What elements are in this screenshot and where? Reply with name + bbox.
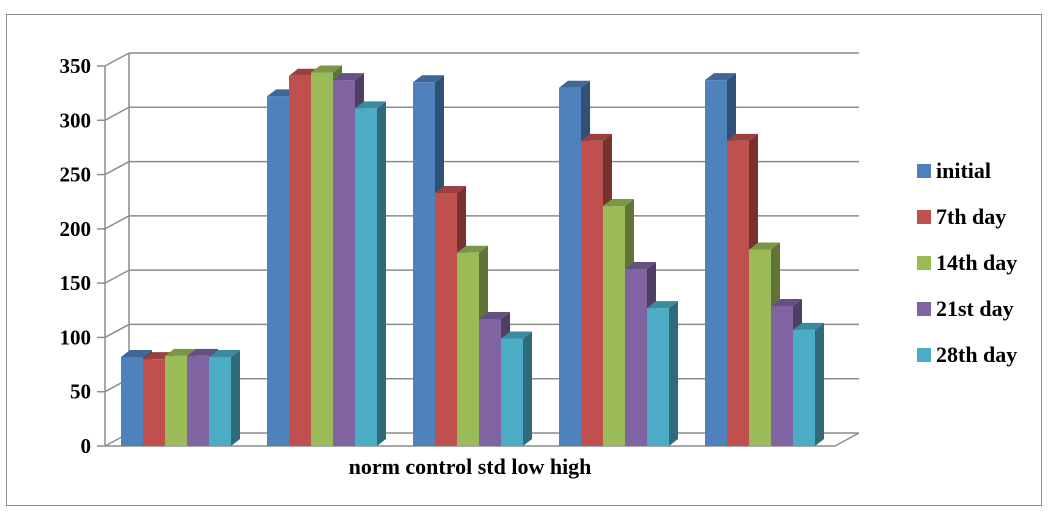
bar-top bbox=[479, 311, 510, 319]
y-tick-label: 200 bbox=[60, 217, 92, 241]
gridline-wall bbox=[104, 160, 130, 176]
bar-front bbox=[771, 305, 793, 446]
bar bbox=[793, 322, 824, 446]
y-tick-label: 150 bbox=[60, 271, 92, 295]
bar-top bbox=[121, 349, 152, 357]
y-tick-label: 250 bbox=[60, 163, 92, 187]
floor-edge bbox=[834, 432, 860, 447]
bar-top bbox=[355, 101, 386, 109]
bar-front bbox=[625, 269, 647, 446]
bar-top bbox=[187, 348, 218, 356]
bar-top bbox=[749, 242, 780, 250]
gridline-wall bbox=[104, 52, 130, 67]
gridline-wall bbox=[104, 323, 130, 339]
bar-top bbox=[727, 133, 758, 141]
legend: initial 7th day 14th day 21st day 28th day bbox=[917, 158, 1017, 367]
legend-label: initial bbox=[936, 158, 991, 183]
bar-top bbox=[771, 298, 802, 306]
legend-swatch bbox=[917, 302, 931, 316]
bar bbox=[647, 301, 678, 446]
legend-label: 7th day bbox=[936, 204, 1006, 229]
bar-front bbox=[603, 206, 625, 446]
y-tick-label: 350 bbox=[60, 54, 92, 78]
bars bbox=[121, 65, 824, 447]
bar-top bbox=[311, 65, 342, 73]
bar-top bbox=[581, 133, 612, 141]
bar-front bbox=[143, 359, 165, 446]
legend-label: 14th day bbox=[936, 250, 1017, 275]
bar-front bbox=[501, 338, 523, 446]
legend-swatch bbox=[917, 348, 931, 362]
bar-front bbox=[581, 140, 603, 446]
bar-front bbox=[333, 80, 355, 446]
y-tick-label: 300 bbox=[60, 108, 92, 132]
legend-swatch bbox=[917, 256, 931, 270]
bar bbox=[501, 331, 532, 446]
bar-front bbox=[559, 87, 581, 446]
bar-side bbox=[523, 331, 532, 446]
bar-front bbox=[479, 318, 501, 446]
bar-top bbox=[603, 199, 634, 207]
bar-top bbox=[793, 322, 824, 330]
bar-front bbox=[727, 140, 749, 446]
bar-front bbox=[793, 329, 815, 446]
y-tick-label: 50 bbox=[70, 380, 91, 404]
gridline-wall bbox=[104, 269, 130, 284]
bar bbox=[209, 349, 240, 446]
y-tick-label: 0 bbox=[81, 434, 92, 458]
y-tick-labels: 0 50 100 150 200 250 300 350 bbox=[60, 54, 92, 458]
bar-top bbox=[209, 349, 240, 357]
bar bbox=[355, 101, 386, 446]
bar-front bbox=[267, 96, 289, 447]
bar-top bbox=[165, 348, 196, 356]
bar-top bbox=[559, 80, 590, 88]
bar-top bbox=[457, 245, 488, 253]
bar-front bbox=[749, 249, 771, 446]
bar-top bbox=[705, 73, 736, 81]
bar-front bbox=[435, 193, 457, 446]
bar-top bbox=[413, 75, 444, 83]
bar-front bbox=[457, 252, 479, 446]
bar-front bbox=[289, 75, 311, 447]
gridline-wall bbox=[104, 215, 130, 230]
bar-top bbox=[647, 301, 678, 309]
y-tick-label: 100 bbox=[60, 325, 92, 349]
bar-front bbox=[413, 82, 435, 447]
bar-top bbox=[501, 331, 532, 339]
legend-swatch bbox=[917, 210, 931, 224]
bar-side bbox=[377, 101, 386, 446]
bar-front bbox=[187, 355, 209, 446]
legend-swatch bbox=[917, 164, 931, 178]
bar-side bbox=[669, 301, 678, 446]
bar-front bbox=[311, 72, 333, 446]
legend-label: 28th day bbox=[936, 342, 1017, 367]
bar-front bbox=[209, 356, 231, 446]
x-axis-label: norm control std low high bbox=[349, 454, 592, 479]
bar-top bbox=[435, 186, 466, 194]
bar-top bbox=[333, 73, 364, 81]
bar-side bbox=[815, 322, 824, 446]
bar-top bbox=[625, 262, 656, 270]
bar-side bbox=[231, 349, 240, 446]
bar-front bbox=[121, 356, 143, 446]
bar-front bbox=[355, 108, 377, 446]
bar-front bbox=[165, 355, 187, 446]
legend-label: 21st day bbox=[936, 296, 1014, 321]
gridline-wall bbox=[104, 106, 130, 121]
bar-front bbox=[647, 308, 669, 446]
bar-front bbox=[705, 80, 727, 446]
